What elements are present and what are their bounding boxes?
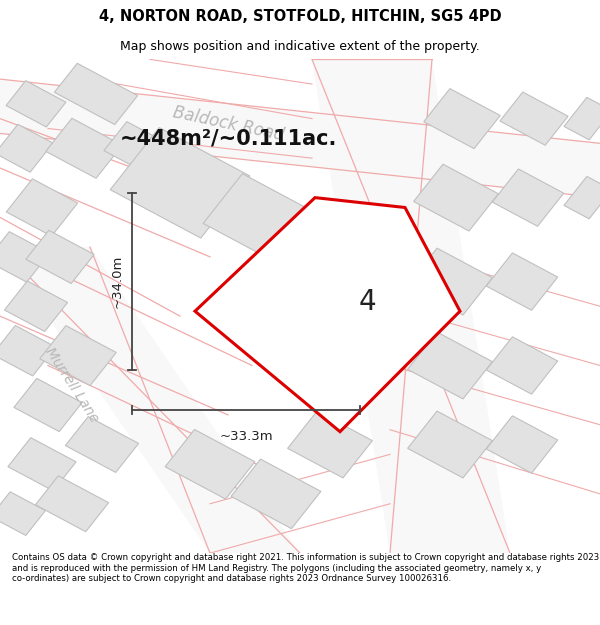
Polygon shape bbox=[407, 411, 493, 478]
Polygon shape bbox=[413, 164, 499, 231]
Polygon shape bbox=[312, 59, 510, 553]
Polygon shape bbox=[500, 92, 568, 145]
Polygon shape bbox=[195, 198, 460, 432]
Polygon shape bbox=[110, 127, 250, 238]
Polygon shape bbox=[40, 326, 116, 386]
Polygon shape bbox=[26, 230, 94, 284]
Polygon shape bbox=[203, 174, 313, 261]
Text: Map shows position and indicative extent of the property.: Map shows position and indicative extent… bbox=[120, 40, 480, 52]
Text: 4: 4 bbox=[358, 288, 376, 316]
Polygon shape bbox=[0, 232, 50, 282]
Text: 4, NORTON ROAD, STOTFOLD, HITCHIN, SG5 4PD: 4, NORTON ROAD, STOTFOLD, HITCHIN, SG5 4… bbox=[98, 9, 502, 24]
Polygon shape bbox=[0, 326, 56, 376]
Polygon shape bbox=[564, 98, 600, 140]
Text: ~448m²/~0.111ac.: ~448m²/~0.111ac. bbox=[120, 128, 337, 148]
Polygon shape bbox=[407, 332, 493, 399]
Polygon shape bbox=[231, 459, 321, 529]
Polygon shape bbox=[424, 89, 500, 149]
Polygon shape bbox=[6, 81, 66, 127]
Polygon shape bbox=[35, 476, 109, 532]
Polygon shape bbox=[564, 176, 600, 219]
Text: ~34.0m: ~34.0m bbox=[110, 255, 124, 308]
Polygon shape bbox=[0, 247, 300, 553]
Polygon shape bbox=[486, 337, 558, 394]
Polygon shape bbox=[492, 169, 564, 226]
Polygon shape bbox=[46, 118, 122, 178]
Polygon shape bbox=[0, 492, 46, 536]
Text: Baldock Road: Baldock Road bbox=[171, 103, 285, 144]
Polygon shape bbox=[486, 253, 558, 310]
Text: ~33.3m: ~33.3m bbox=[219, 430, 273, 442]
Polygon shape bbox=[4, 281, 68, 331]
Polygon shape bbox=[0, 79, 600, 198]
Polygon shape bbox=[486, 416, 558, 473]
Polygon shape bbox=[8, 438, 76, 491]
Polygon shape bbox=[287, 411, 373, 478]
Polygon shape bbox=[407, 248, 493, 315]
Polygon shape bbox=[6, 179, 78, 236]
Text: Murrell Lane: Murrell Lane bbox=[43, 345, 101, 425]
Polygon shape bbox=[14, 378, 82, 432]
Polygon shape bbox=[65, 416, 139, 472]
Polygon shape bbox=[55, 63, 137, 124]
Polygon shape bbox=[0, 124, 53, 172]
Text: Norton Road: Norton Road bbox=[338, 209, 382, 305]
Text: Contains OS data © Crown copyright and database right 2021. This information is : Contains OS data © Crown copyright and d… bbox=[12, 553, 599, 583]
Polygon shape bbox=[104, 122, 172, 175]
Polygon shape bbox=[165, 429, 255, 499]
